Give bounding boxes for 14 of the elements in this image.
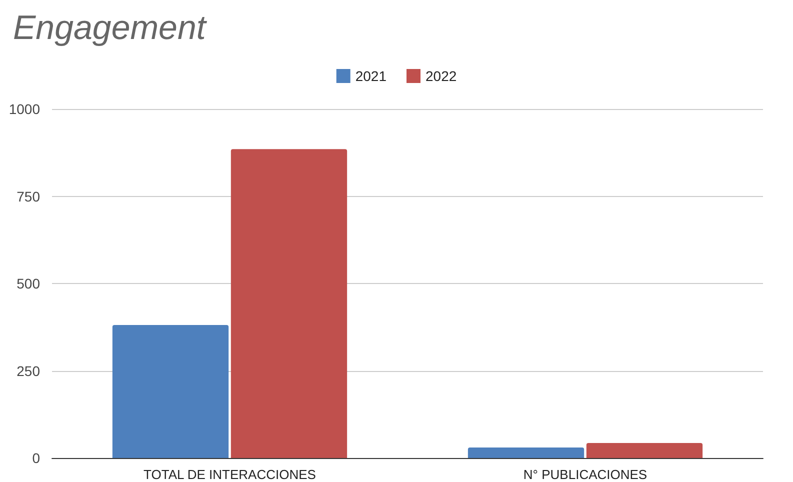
legend-label: 2022 [426, 68, 457, 84]
y-tick-label: 500 [16, 276, 40, 292]
chart-title: Engagement [13, 9, 208, 47]
bar [586, 442, 703, 458]
x-tick-label: TOTAL DE INTERACCIONES [144, 467, 316, 482]
bar [468, 448, 584, 458]
bar [230, 149, 348, 458]
y-tick-label: 250 [16, 362, 40, 379]
legend-label: 2021 [355, 68, 387, 84]
x-tick-label: N° PUBLICACIONES [523, 467, 648, 482]
y-tick-label: 1000 [8, 101, 40, 117]
y-tick-label: 750 [16, 188, 40, 204]
y-tick-label: 0 [32, 450, 40, 466]
bar [112, 325, 229, 458]
